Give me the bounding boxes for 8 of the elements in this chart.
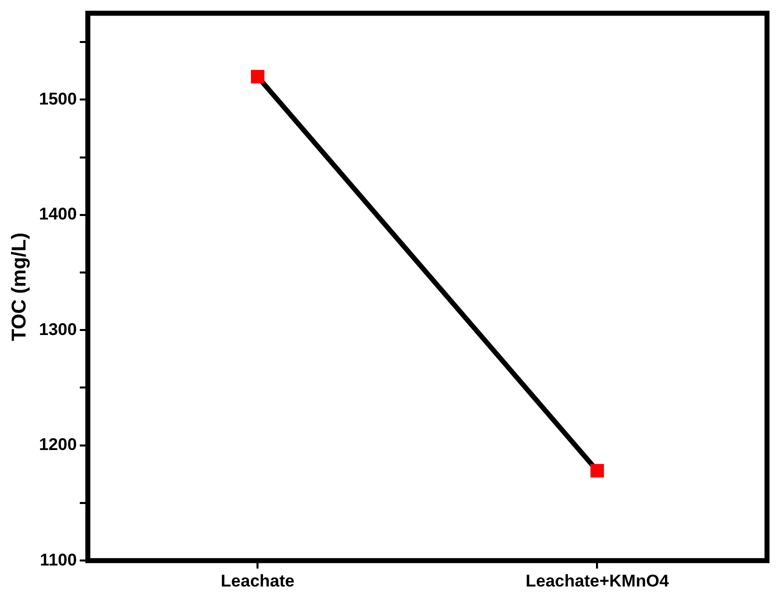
y-tick-label: 1500 [38, 89, 77, 108]
y-tick-label: 1200 [38, 435, 77, 454]
x-tick-label: Leachate [220, 571, 294, 590]
y-tick-label: 1300 [38, 320, 77, 339]
x-tick-label: Leachate+KMnO4 [526, 571, 670, 590]
y-tick-label: 1100 [40, 550, 77, 570]
y-tick-label: 1400 [38, 204, 77, 224]
y-axis-title: TOC (mg/L) [8, 232, 31, 342]
